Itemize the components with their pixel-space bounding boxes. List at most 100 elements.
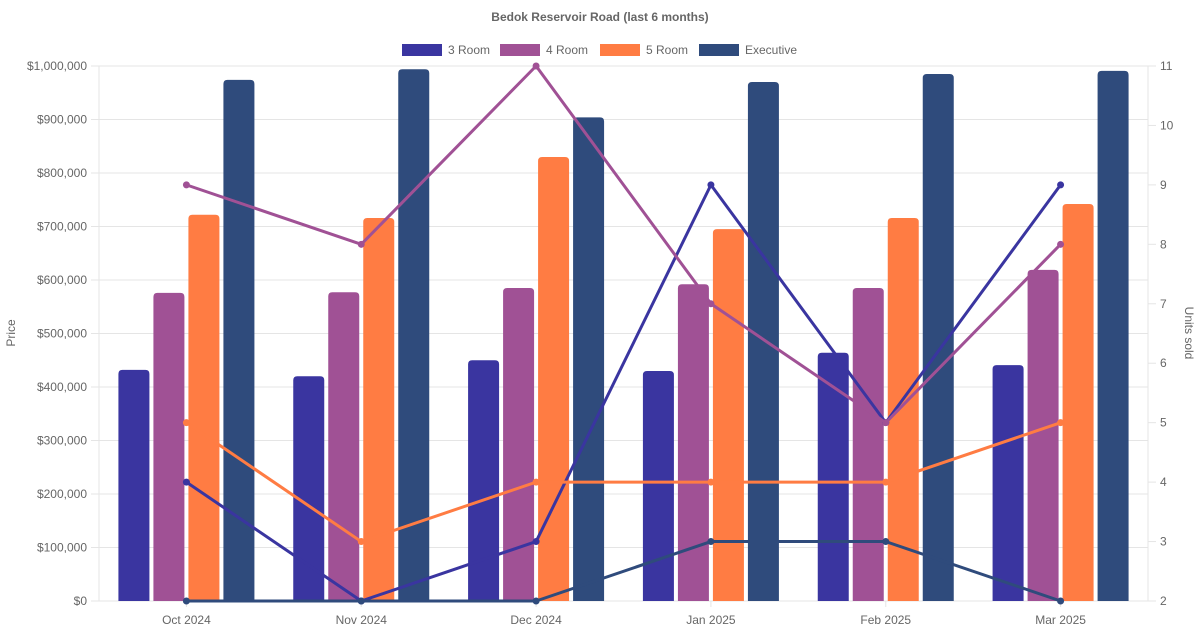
bar-3-room	[118, 369, 150, 601]
line-3-room	[185, 183, 1062, 603]
y-tick-label: $800,000	[37, 166, 87, 180]
x-tick-label: Jan 2025	[686, 613, 736, 627]
legend-item: 5 Room	[600, 43, 688, 57]
bar-4-room	[503, 288, 535, 601]
y-tick-label: $900,000	[37, 113, 87, 127]
legend-label: 5 Room	[646, 43, 688, 57]
y2-tick-label: 11	[1160, 59, 1173, 73]
lines	[182, 62, 1065, 605]
y2-tick-label: 3	[1160, 535, 1167, 549]
bar-5-room	[538, 156, 570, 601]
bar-executive	[398, 69, 430, 601]
line-point	[357, 538, 365, 546]
line-executive	[186, 540, 1062, 603]
y2-tick-label: 10	[1160, 118, 1174, 132]
line-point	[707, 478, 715, 486]
bar-4-room	[852, 288, 884, 601]
line-point	[707, 300, 715, 308]
y-tick-label: $600,000	[37, 273, 87, 287]
y-tick-label: $400,000	[37, 380, 87, 394]
bar-executive	[747, 82, 779, 602]
legend-item: 4 Room	[500, 43, 588, 57]
legend-swatch	[402, 44, 442, 56]
legend-label: Executive	[745, 43, 797, 57]
y-tick-label: $100,000	[37, 541, 87, 555]
bar-5-room	[188, 214, 220, 602]
line-point	[532, 62, 540, 70]
bar-5-room	[712, 229, 744, 602]
line-point	[882, 419, 890, 427]
line-point	[707, 538, 715, 546]
bar-executive	[922, 74, 954, 601]
line-point	[1057, 419, 1065, 427]
line-point	[182, 419, 190, 427]
bar-executive	[223, 79, 255, 601]
bar-4-room	[1027, 269, 1059, 601]
bar-3-room	[468, 360, 500, 601]
x-tick-label: Nov 2024	[336, 613, 388, 627]
y-axis-right: 2 3 4 5 6 7 8 9 10 11	[1148, 59, 1174, 608]
y2-tick-label: 8	[1160, 237, 1167, 251]
y-tick-label: $200,000	[37, 487, 87, 501]
line-point	[182, 478, 190, 486]
bar-4-room	[677, 284, 709, 601]
legend-item: Executive	[699, 43, 797, 57]
bar-4-room	[328, 292, 360, 601]
legend-swatch	[699, 44, 739, 56]
line-point	[1057, 240, 1065, 248]
y2-tick-label: 2	[1160, 594, 1167, 608]
x-tick-label: Feb 2025	[860, 613, 911, 627]
line-point	[357, 240, 365, 248]
legend-swatch	[600, 44, 640, 56]
bar-3-room	[642, 370, 674, 601]
line-point	[532, 478, 540, 486]
y2-axis-title: Units sold	[1182, 307, 1196, 360]
bar-3-room	[992, 365, 1024, 601]
bar-3-room	[293, 376, 325, 601]
legend: 3 Room 4 Room 5 Room Executive	[402, 43, 797, 57]
y-tick-label: $300,000	[37, 434, 87, 448]
bar-5-room	[887, 217, 919, 601]
x-tick-label: Dec 2024	[510, 613, 562, 627]
bar-executive	[1097, 70, 1129, 601]
y2-tick-label: 4	[1160, 475, 1167, 489]
y2-tick-label: 7	[1160, 297, 1167, 311]
legend-item: 3 Room	[402, 43, 490, 57]
bar-3-room	[817, 352, 849, 601]
y-axis-title: Price	[4, 319, 18, 347]
line-point	[532, 538, 540, 546]
x-axis: Oct 2024 Nov 2024 Dec 2024 Jan 2025 Feb 2025…	[162, 601, 1086, 627]
x-tick-label: Oct 2024	[162, 613, 211, 627]
line-4-room	[185, 64, 1062, 425]
line-point	[182, 181, 190, 189]
bar-executive	[573, 117, 605, 602]
y2-tick-label: 6	[1160, 356, 1167, 370]
chart-title: Bedok Reservoir Road (last 6 months)	[491, 10, 708, 24]
grid	[91, 65, 1149, 602]
line-point	[1057, 597, 1065, 605]
y-tick-label: $500,000	[37, 327, 87, 341]
line-5-room	[185, 421, 1062, 544]
y-tick-label: $700,000	[37, 220, 87, 234]
bar-4-room	[153, 292, 185, 601]
legend-swatch	[500, 44, 540, 56]
bars	[118, 69, 1129, 602]
line-point	[182, 597, 190, 605]
line-point	[882, 478, 890, 486]
y-axis-left: $0 $100,000 $200,000 $300,000 $400,000 $500,0…	[27, 59, 87, 608]
line-point	[1057, 181, 1065, 189]
line-point	[357, 597, 365, 605]
line-point	[707, 181, 715, 189]
y-tick-label: $0	[74, 594, 88, 608]
line-point	[532, 597, 540, 605]
y2-tick-label: 5	[1160, 416, 1167, 430]
bar-5-room	[1062, 204, 1094, 601]
line-point	[882, 538, 890, 546]
y-tick-label: $1,000,000	[27, 59, 87, 73]
x-tick-label: Mar 2025	[1035, 613, 1086, 627]
bar-5-room	[363, 217, 395, 601]
legend-label: 3 Room	[448, 43, 490, 57]
y2-tick-label: 9	[1160, 178, 1167, 192]
legend-label: 4 Room	[546, 43, 588, 57]
